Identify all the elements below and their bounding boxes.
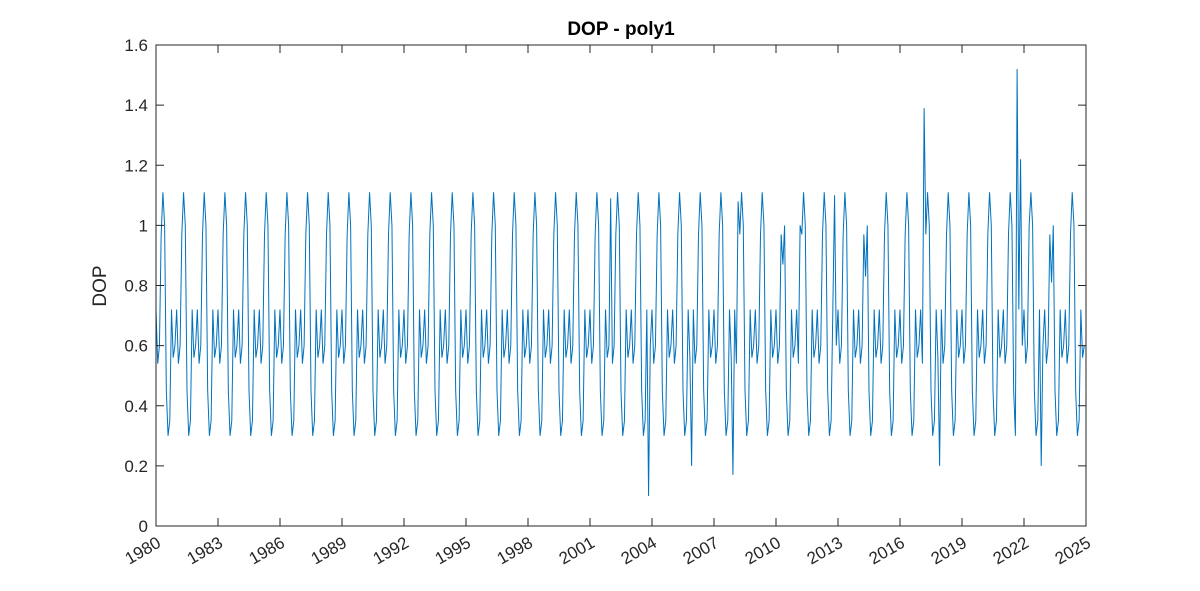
plot-background (156, 45, 1086, 526)
x-tick-label: 1980 (122, 533, 164, 568)
x-tick-label: 2010 (742, 533, 784, 568)
x-tick-label: 1989 (308, 533, 350, 568)
y-tick-label: 1.6 (124, 36, 148, 55)
x-tick-label: 1995 (432, 533, 474, 568)
x-tick-label: 1986 (246, 533, 288, 568)
x-tick-label: 2001 (556, 533, 598, 568)
y-tick-label: 0.4 (124, 397, 148, 416)
y-axis-label: DOP (90, 265, 111, 306)
x-tick-label: 2007 (680, 533, 722, 568)
y-axis-ticks: 0 0.2 0.4 0.6 0.8 1 1.2 1.4 1.6 (124, 36, 1086, 536)
x-tick-label: 1992 (370, 533, 412, 568)
x-tick-label: 2025 (1052, 533, 1094, 568)
x-tick-label: 1998 (494, 533, 536, 568)
y-tick-label: 0 (139, 517, 148, 536)
x-tick-label: 2004 (618, 533, 660, 568)
y-tick-label: 0.6 (124, 337, 148, 356)
y-tick-label: 0.8 (124, 277, 148, 296)
x-tick-label: 2019 (928, 533, 970, 568)
y-tick-label: 1 (139, 216, 148, 235)
chart-title: DOP - poly1 (567, 19, 675, 40)
x-tick-label: 1983 (184, 533, 226, 568)
y-tick-label: 1.2 (124, 156, 148, 175)
x-tick-label: 2022 (990, 533, 1032, 568)
y-tick-label: 0.2 (124, 457, 148, 476)
x-tick-label: 2016 (866, 533, 908, 568)
y-tick-label: 1.4 (124, 96, 148, 115)
series-line (155, 69, 1085, 496)
x-tick-label: 2013 (804, 533, 846, 568)
